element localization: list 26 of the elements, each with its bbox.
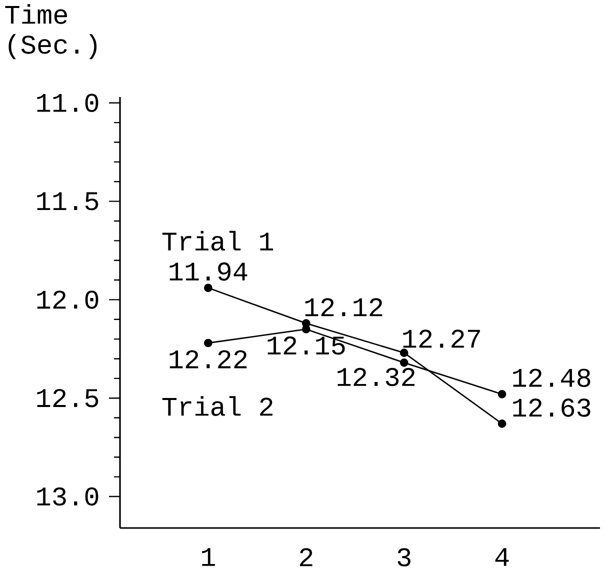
point bbox=[204, 338, 212, 347]
point bbox=[400, 348, 408, 357]
x-tick-label: 1 bbox=[202, 548, 215, 566]
x-tick-label: 4 bbox=[495, 548, 509, 566]
text: Trial 2 bbox=[162, 396, 272, 416]
point bbox=[400, 358, 408, 367]
data-label: 12.12 bbox=[305, 298, 382, 316]
data-label: 12.27 bbox=[403, 329, 480, 348]
y-tick-label: 11.5 bbox=[37, 192, 98, 210]
point bbox=[498, 390, 506, 398]
data-label: 12.63 bbox=[513, 398, 590, 417]
x-tick-label: 3 bbox=[398, 548, 410, 566]
data-label: 12.32 bbox=[338, 368, 415, 386]
point bbox=[204, 284, 212, 292]
point bbox=[498, 419, 506, 428]
series-label: Trial 1 bbox=[162, 230, 274, 251]
y-axis-title: Time (Sec.) bbox=[5, 4, 97, 59]
data-label: 12.48 bbox=[513, 368, 590, 387]
y-tick-label: 12.5 bbox=[37, 388, 98, 408]
x-tick-label: 2 bbox=[300, 548, 312, 566]
data-label: 12.22 bbox=[170, 350, 247, 368]
data-label: 12.15 bbox=[268, 336, 345, 354]
y-tick-label: 11.0 bbox=[37, 94, 98, 112]
data-label: 11.94 bbox=[170, 262, 248, 281]
y-tick-label: 13.0 bbox=[37, 487, 98, 506]
y-tick-label: 12.0 bbox=[37, 290, 98, 309]
